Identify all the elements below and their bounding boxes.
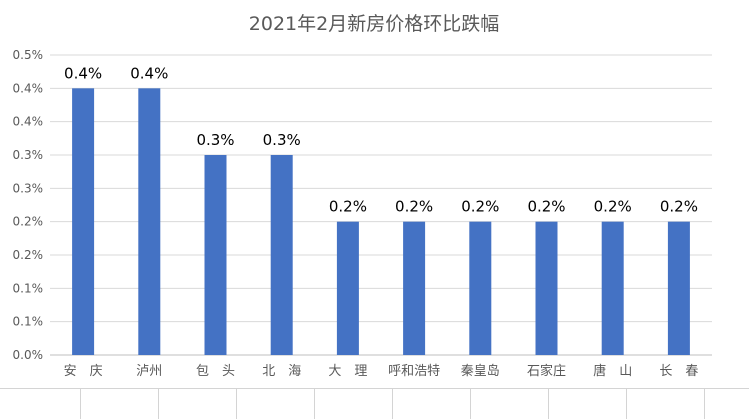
bar: [535, 221, 558, 355]
grid-divider: [80, 389, 81, 419]
bar: [601, 221, 624, 355]
bar: [336, 221, 359, 355]
y-tick-label: 0.1%: [13, 315, 44, 329]
y-tick-label: 0.2%: [13, 215, 44, 229]
x-axis: 安 庆 泸州 包 头 北 海 大 理 呼和浩特 秦皇岛 石家庄 唐 山 长 春: [64, 363, 699, 379]
y-tick-label: 0.4%: [13, 115, 44, 129]
bar: [72, 88, 95, 355]
y-tick-label: 0.5%: [13, 48, 44, 62]
grid-divider: [548, 389, 549, 419]
y-tick-label: 0.1%: [13, 281, 44, 295]
data-label: 0.3%: [263, 131, 301, 149]
x-tick-label: 大 理: [328, 364, 367, 379]
spreadsheet-grid: [0, 388, 749, 419]
grid-divider: [392, 389, 393, 419]
bar: [204, 155, 227, 355]
grid-divider: [314, 389, 315, 419]
x-tick-label: 石家庄: [527, 363, 566, 379]
data-label: 0.3%: [196, 131, 234, 149]
grid-divider: [158, 389, 159, 419]
x-tick-label: 呼和浩特: [388, 364, 440, 379]
data-label: 0.2%: [461, 198, 499, 216]
y-axis: 0.0% 0.1% 0.1% 0.2% 0.2% 0.3% 0.3% 0.4% 0.4% 0.5%: [13, 48, 44, 362]
chart-title: 2021年2月新房价格环比跌幅: [249, 13, 499, 35]
bar: [469, 221, 492, 355]
data-label: 0.4%: [130, 64, 168, 82]
data-label: 0.2%: [329, 198, 367, 216]
x-tick-label: 秦皇岛: [461, 363, 500, 379]
x-tick-label: 唐 山: [593, 363, 632, 379]
bar-chart: 2021年2月新房价格环比跌幅 0.0% 0.1% 0.1% 0.2% 0.2% 0.3%…: [13, 13, 712, 379]
data-label: 0.2%: [594, 198, 632, 216]
y-tick-label: 0.3%: [13, 148, 44, 162]
x-tick-label: 包 头: [196, 364, 235, 379]
bar: [270, 155, 293, 355]
grid-divider: [470, 389, 471, 419]
bar: [667, 221, 690, 355]
grid-divider: [626, 389, 627, 419]
x-tick-label: 长 春: [659, 364, 698, 379]
y-tick-label: 0.2%: [13, 248, 44, 262]
data-label: 0.4%: [64, 64, 102, 82]
x-tick-label: 泸州: [136, 364, 162, 379]
data-label: 0.2%: [395, 198, 433, 216]
grid-divider: [704, 389, 705, 419]
bars: [72, 88, 690, 355]
data-label: 0.2%: [527, 198, 565, 216]
bar: [403, 221, 426, 355]
data-label: 0.2%: [660, 198, 698, 216]
bar: [138, 88, 161, 355]
grid-divider: [236, 389, 237, 419]
y-tick-label: 0.3%: [13, 181, 44, 195]
x-tick-label: 安 庆: [64, 364, 103, 379]
x-tick-label: 北 海: [262, 364, 301, 379]
gridlines: [50, 54, 712, 356]
y-tick-label: 0.0%: [13, 348, 44, 362]
data-labels: 0.4% 0.4% 0.3% 0.3% 0.2% 0.2% 0.2% 0.2% 0.2% 0.2%: [64, 64, 698, 215]
y-tick-label: 0.4%: [13, 81, 44, 95]
